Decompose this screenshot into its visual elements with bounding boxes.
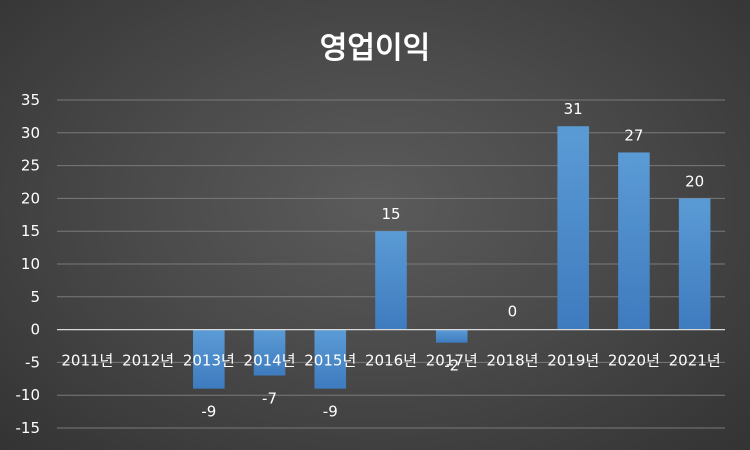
y-tick-label: 10 bbox=[21, 255, 40, 273]
data-label: -9 bbox=[323, 403, 338, 421]
x-category-label: 2013년 bbox=[183, 352, 235, 370]
bar-2021년 bbox=[678, 198, 711, 330]
y-tick-label: 20 bbox=[21, 189, 40, 207]
y-tick-label: 15 bbox=[21, 222, 40, 240]
bar-2015년 bbox=[314, 329, 347, 389]
data-label: 0 bbox=[508, 303, 518, 321]
y-tick-label: 5 bbox=[30, 288, 40, 306]
chart-title: 영업이익 bbox=[320, 31, 430, 66]
x-category-label: 2018년 bbox=[486, 352, 538, 370]
x-axis-category-labels: 2011년 2012년 2013년 2014년 2015년 2016년 2017년 2018년… bbox=[61, 352, 720, 370]
data-label: 15 bbox=[381, 205, 400, 223]
y-tick-label: 25 bbox=[21, 157, 40, 175]
y-tick-label: 0 bbox=[30, 321, 40, 339]
data-label: -9 bbox=[201, 403, 216, 421]
data-label: 27 bbox=[624, 126, 643, 144]
bar-2020년 bbox=[618, 152, 650, 330]
bar-2013년 bbox=[193, 329, 225, 389]
y-tick-label: -10 bbox=[16, 386, 41, 404]
data-label: 31 bbox=[564, 100, 583, 118]
y-axis-tick-labels: 35 30 25 20 15 10 5 0 -5 -10 -15 bbox=[16, 91, 41, 437]
bars bbox=[193, 126, 711, 389]
data-label: 20 bbox=[685, 172, 704, 190]
x-category-label: 2016년 bbox=[365, 352, 417, 370]
data-label: -7 bbox=[262, 390, 277, 408]
x-category-label: 2021년 bbox=[669, 352, 721, 370]
x-category-label: 2020년 bbox=[608, 352, 660, 370]
bar-2016년 bbox=[375, 231, 407, 330]
y-tick-label: 35 bbox=[21, 91, 40, 109]
bar-2019년 bbox=[557, 126, 589, 330]
bar-2014년 bbox=[253, 329, 286, 376]
x-category-label: 2014년 bbox=[244, 352, 296, 370]
x-category-label: 2015년 bbox=[304, 352, 356, 370]
data-label: -2 bbox=[444, 357, 459, 375]
bar-2017년 bbox=[435, 329, 468, 343]
x-category-label: 2019년 bbox=[547, 352, 599, 370]
data-labels: -9 -7 -9 15 -2 0 31 27 20 bbox=[201, 100, 704, 420]
x-category-label: 2017년 bbox=[426, 352, 478, 370]
x-category-label: 2012년 bbox=[122, 352, 174, 370]
y-tick-label: -5 bbox=[25, 353, 40, 371]
y-tick-label: 30 bbox=[21, 124, 40, 142]
x-category-label: 2011년 bbox=[61, 352, 113, 370]
y-tick-label: -15 bbox=[16, 419, 41, 437]
